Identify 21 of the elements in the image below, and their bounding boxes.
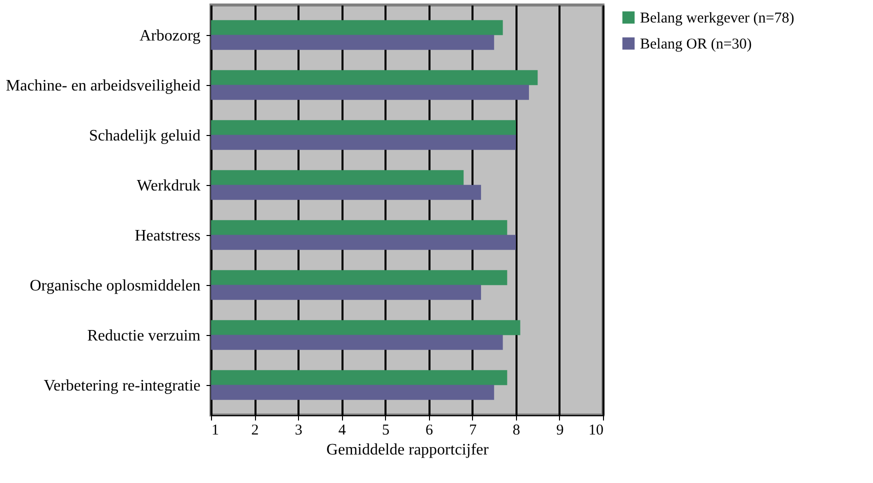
x-tick-label: 4	[338, 422, 346, 438]
y-tick-label: Organische oplosmiddelen	[30, 278, 200, 294]
x-tick-label: 6	[426, 422, 434, 438]
y-tick-label: Heatstress	[134, 228, 200, 244]
y-tick-label: Werkdruk	[136, 178, 200, 194]
y-tick-label: Reductie verzuim	[87, 328, 202, 344]
x-tick-label: 1	[212, 422, 219, 438]
x-tick-label: 2	[251, 422, 259, 438]
x-tick-label: 7	[469, 422, 478, 438]
y-tick-label: Schadelijk geluid	[88, 128, 200, 144]
x-tick-label: 9	[556, 422, 564, 438]
x-tick-label: 10	[588, 422, 604, 438]
y-tick-label: Verbetering re-integratie	[44, 378, 200, 394]
y-tick-label: Machine- en arbeidsveiligheid	[6, 78, 200, 94]
x-tick-label: 8	[512, 422, 520, 438]
x-tick-label: 5	[382, 422, 390, 438]
x-axis-title: Gemiddelde rapportcijfer	[326, 442, 490, 458]
x-tick-label: 3	[294, 422, 302, 438]
legend-label: Belang werkgever (n=78)	[640, 10, 794, 26]
y-tick-label: Arbozorg	[139, 28, 200, 44]
legend-label: Belang OR (n=30)	[640, 36, 752, 52]
